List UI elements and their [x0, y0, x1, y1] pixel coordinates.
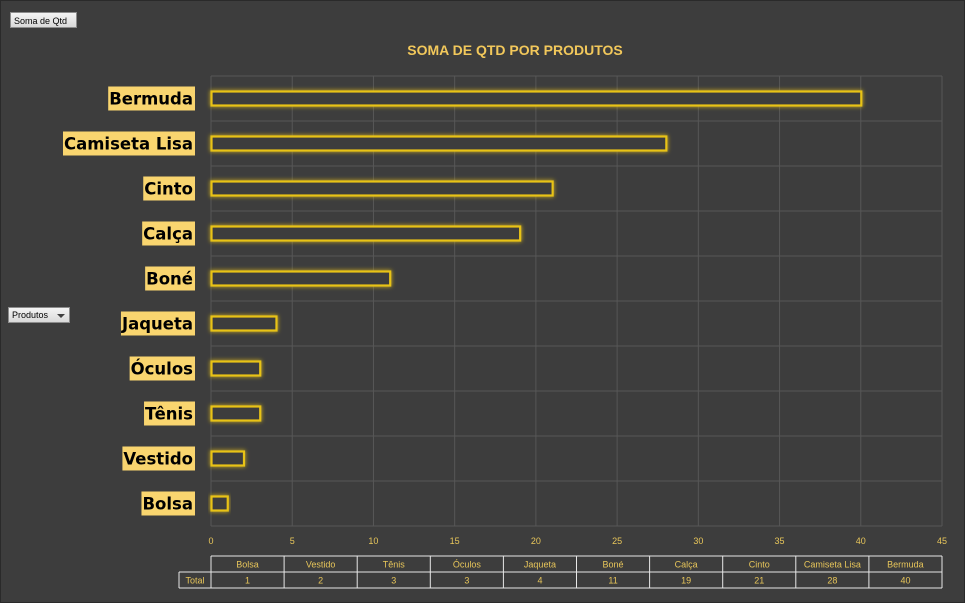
category-label-group: Boné	[145, 266, 195, 291]
chevron-down-icon[interactable]	[57, 314, 65, 318]
category-label-group: Bolsa	[141, 491, 195, 516]
table-value-cell: 11	[608, 576, 617, 586]
category-label-group: Óculos	[129, 356, 195, 381]
table-header-cell: Vestido	[306, 560, 336, 570]
category-label-group: Cinto	[143, 176, 195, 201]
category-label-group: Vestido	[122, 446, 195, 471]
products-filter-label: Produtos	[12, 310, 49, 320]
table-value-cell: 28	[827, 576, 837, 586]
table-header-cell: Óculos	[453, 560, 482, 570]
bar-6	[210, 270, 392, 287]
category-label-group: Bermuda	[108, 86, 195, 111]
table-value-cell: 40	[900, 576, 910, 586]
x-tick-label: 20	[531, 536, 541, 546]
category-label: Óculos	[131, 360, 194, 379]
table-header-cell: Tênis	[383, 560, 406, 570]
table-row-label: Total	[185, 576, 204, 586]
bar-2	[210, 450, 246, 467]
table-header-cell: Bermuda	[887, 560, 924, 570]
bar-4	[210, 360, 262, 377]
category-label: Bolsa	[142, 495, 193, 514]
data-table: Total Bolsa 1 Vestido 2 Tênis 3 Óculos 3 Jaqueta 4…	[178, 555, 943, 589]
table-value-cell: 4	[537, 576, 542, 586]
table-header-cell: Cinto	[749, 560, 770, 570]
category-label-background	[142, 221, 195, 246]
category-label-background	[108, 86, 195, 111]
bar-8	[210, 180, 554, 197]
table-header-cell: Calça	[675, 560, 698, 570]
category-label-background	[141, 491, 195, 516]
category-label-group: Calça	[142, 221, 195, 246]
category-label: Boné	[146, 270, 193, 289]
category-label-group: Jaqueta	[120, 311, 195, 336]
bar-1	[210, 495, 229, 512]
x-tick-label: 40	[856, 536, 866, 546]
bar-10	[210, 90, 863, 107]
category-label-group: Tênis	[144, 401, 195, 426]
table-value-cell: 19	[681, 576, 691, 586]
category-label: Tênis	[145, 405, 193, 424]
category-label-background	[122, 446, 195, 471]
bar-9	[210, 135, 668, 152]
table-value-cell: 3	[464, 576, 469, 586]
x-tick-label: 10	[368, 536, 378, 546]
bars	[210, 90, 863, 512]
x-tick-label: 35	[775, 536, 785, 546]
category-label-background	[63, 131, 195, 156]
category-label: Camiseta Lisa	[64, 135, 193, 154]
category-label: Cinto	[144, 180, 193, 199]
category-label-background	[145, 266, 195, 291]
bar-3	[210, 405, 262, 422]
x-axis-ticks: 0 5 10 15 20 25 30 35 40 45	[208, 536, 947, 546]
x-tick-label: 5	[290, 536, 295, 546]
x-tick-label: 45	[937, 536, 947, 546]
table-header-cell: Camiseta Lisa	[804, 560, 861, 570]
bar-7	[210, 225, 522, 242]
category-label-group: Camiseta Lisa	[63, 131, 195, 156]
table-value-cell: 21	[754, 576, 764, 586]
category-label: Calça	[143, 225, 193, 244]
category-label-background	[143, 176, 195, 201]
table-header-cell: Boné	[603, 560, 624, 570]
table-value-cell: 2	[318, 576, 323, 586]
products-filter-dropdown[interactable]: Produtos	[8, 307, 70, 323]
table-header-cell: Jaqueta	[524, 560, 556, 570]
category-label-background	[120, 311, 195, 336]
category-label: Jaqueta	[121, 315, 193, 334]
chart-title: SOMA DE QTD POR PRODUTOS	[407, 42, 622, 58]
bar-5	[210, 315, 278, 332]
sum-field-button[interactable]: Soma de Qtd	[10, 12, 77, 28]
table-header-cell: Bolsa	[236, 560, 259, 570]
category-label-background	[129, 356, 195, 381]
x-tick-label: 30	[693, 536, 703, 546]
x-tick-label: 25	[612, 536, 622, 546]
category-label: Bermuda	[109, 90, 193, 109]
table-value-cell: 1	[245, 576, 250, 586]
x-tick-label: 0	[208, 536, 213, 546]
category-label-background	[144, 401, 195, 426]
category-labels: Bolsa Vestido Tênis Óculos Jaqueta Boné Calça C…	[63, 86, 195, 516]
category-label: Vestido	[123, 450, 193, 469]
x-tick-label: 15	[450, 536, 460, 546]
table-value-cell: 3	[391, 576, 396, 586]
